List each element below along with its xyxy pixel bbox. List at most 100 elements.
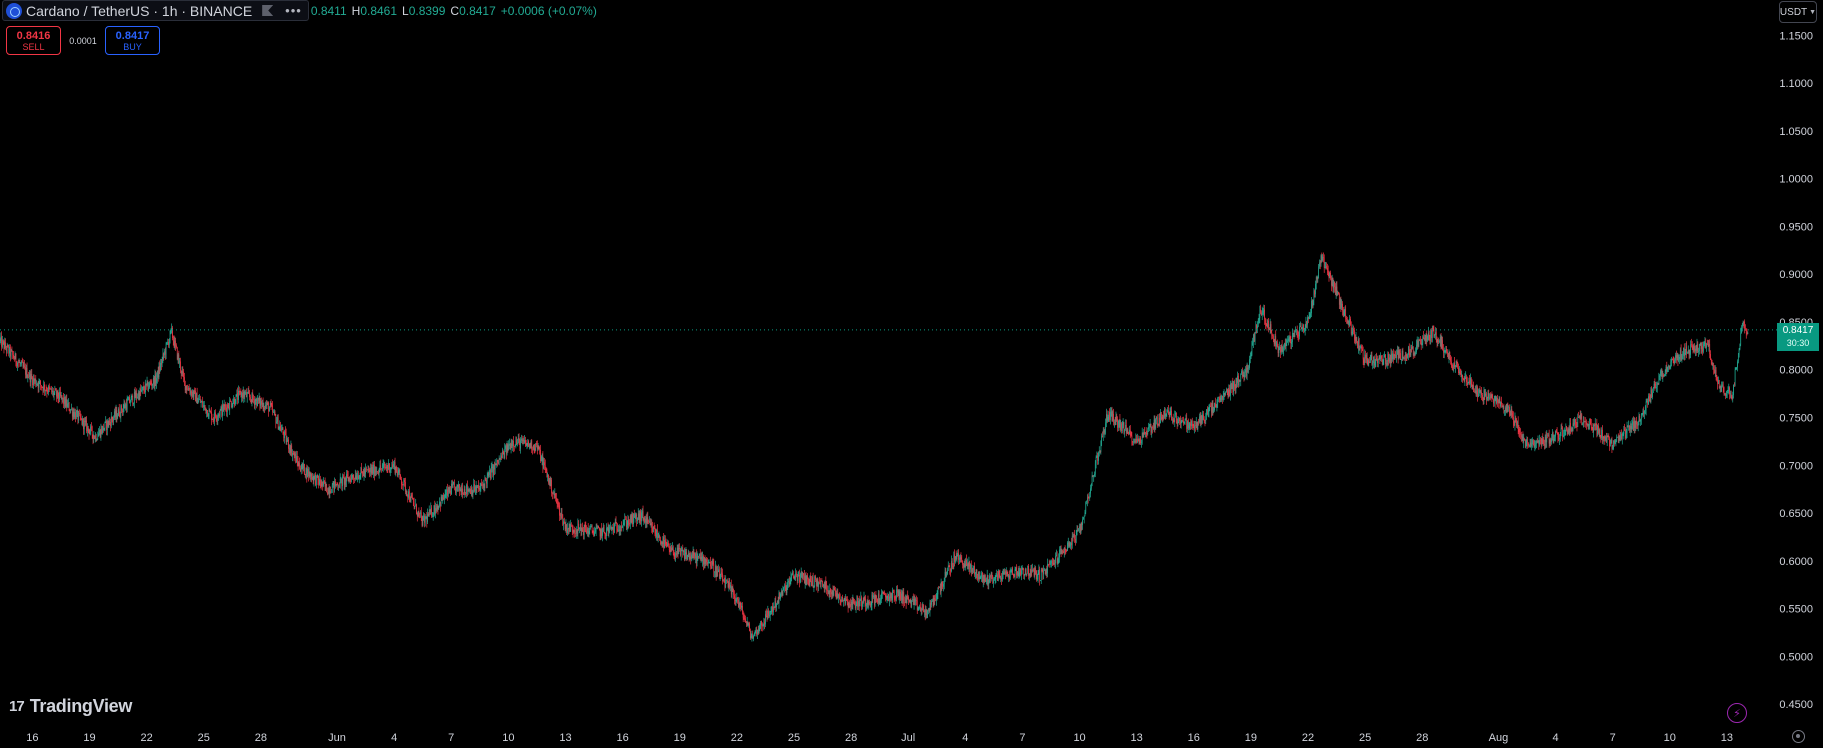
candle-body xyxy=(796,574,798,581)
candle-body xyxy=(1144,431,1145,435)
candle-body xyxy=(887,594,889,596)
candle-body xyxy=(1726,393,1727,396)
candle-body xyxy=(1104,429,1106,433)
sell-button[interactable]: 0.8416 SELL xyxy=(6,26,61,55)
candle-body xyxy=(740,605,742,608)
candle-body xyxy=(1069,543,1071,547)
candle-body xyxy=(1631,425,1633,429)
candle-body xyxy=(208,409,210,417)
candle-body xyxy=(1644,410,1645,414)
candle-body xyxy=(1191,420,1193,425)
candle-body xyxy=(893,590,894,591)
candle-body xyxy=(1679,349,1681,357)
candle-body xyxy=(1214,402,1216,405)
candle-body xyxy=(40,380,41,385)
candle-body xyxy=(1320,255,1322,264)
candle-body xyxy=(849,603,851,605)
more-icon[interactable]: ••• xyxy=(285,3,302,18)
candle-body xyxy=(287,439,289,441)
candle-body xyxy=(1134,441,1136,442)
candle-body xyxy=(707,562,709,565)
candle-body xyxy=(481,483,483,485)
candle-body xyxy=(781,591,783,596)
candle-body xyxy=(1094,462,1096,475)
buy-button[interactable]: 0.8417 BUY xyxy=(105,26,160,55)
candle-body xyxy=(1225,392,1227,396)
candle-body xyxy=(838,594,839,598)
candle-body xyxy=(695,553,697,564)
candle-body xyxy=(319,478,320,485)
candle-body xyxy=(1101,435,1103,441)
candle-body xyxy=(581,527,583,532)
candle-body xyxy=(649,521,651,526)
candle-body xyxy=(1561,428,1563,430)
candle-body xyxy=(1300,325,1301,327)
settings-icon[interactable] xyxy=(1792,730,1805,743)
candle-body xyxy=(981,572,982,577)
price-axis[interactable]: 0.45000.50000.55000.60000.65000.70000.75… xyxy=(1779,30,1813,711)
candle-body xyxy=(69,410,71,412)
candle-body xyxy=(1380,355,1381,359)
candle-body xyxy=(1396,350,1398,355)
candle-body xyxy=(1136,438,1137,443)
candle-body xyxy=(1391,353,1393,360)
candle-body xyxy=(263,408,265,410)
candle-body xyxy=(860,597,862,600)
candle-body xyxy=(1479,390,1481,393)
candle-body xyxy=(1244,372,1246,378)
candle-body xyxy=(1672,359,1674,361)
candle-body xyxy=(901,593,903,601)
candle-body xyxy=(600,528,602,537)
candle-body xyxy=(1594,423,1596,427)
candle-body xyxy=(1690,344,1691,355)
candle-body xyxy=(1710,354,1711,360)
candle-body xyxy=(872,594,874,598)
candle-body xyxy=(827,590,829,592)
candle-body xyxy=(235,394,237,404)
candle-body xyxy=(354,478,355,480)
candle-body xyxy=(1080,522,1082,533)
candle-body xyxy=(1137,438,1138,443)
candle-body xyxy=(505,445,506,449)
flag-icon[interactable] xyxy=(262,5,274,16)
candle-body xyxy=(988,582,990,585)
symbol-title[interactable]: Cardano / TetherUS · 1h · BINANCE xyxy=(26,2,253,19)
lightning-icon[interactable]: ⚡ xyxy=(1727,703,1747,723)
candle-body xyxy=(1056,554,1058,564)
currency-button[interactable]: USDT ▼ xyxy=(1779,1,1817,23)
candle-body xyxy=(1259,309,1261,319)
candle-body xyxy=(246,392,247,398)
symbol-box[interactable]: Cardano / TetherUS · 1h · BINANCE ••• xyxy=(2,0,309,21)
candle-body xyxy=(1275,335,1277,347)
time-axis[interactable]: 16 19 22 25 28 Jun 4 7 10 13 16 19 22 25 28 Jul 4 7 10 13 16… xyxy=(26,732,1733,744)
tradingview-logo[interactable]: 17 TradingView xyxy=(9,696,132,717)
candle-body xyxy=(420,512,421,514)
candle-body xyxy=(546,469,548,477)
candle-body xyxy=(425,516,427,518)
candle-body xyxy=(1460,373,1462,377)
candle-body xyxy=(96,439,98,441)
candle-body xyxy=(1337,292,1339,296)
candle-body xyxy=(920,609,922,612)
candle-body xyxy=(699,553,700,557)
candle-body xyxy=(424,515,425,523)
candle-body xyxy=(922,605,924,610)
candle-body xyxy=(617,528,618,532)
candle-body xyxy=(896,589,897,599)
time-tick-label: 7 xyxy=(1610,732,1616,744)
candle-body xyxy=(1238,380,1240,386)
candle-body xyxy=(1398,350,1400,359)
candle-body xyxy=(775,601,777,608)
candle-body xyxy=(1262,311,1264,313)
candle-body xyxy=(1496,397,1498,404)
candle-body xyxy=(615,521,617,524)
candle-body xyxy=(904,597,906,603)
candle-body xyxy=(1628,425,1629,427)
candle-body xyxy=(670,547,672,552)
candle-body xyxy=(115,410,117,417)
candle-body xyxy=(118,408,119,416)
candle-body xyxy=(269,407,270,412)
candle-body xyxy=(1621,434,1623,440)
